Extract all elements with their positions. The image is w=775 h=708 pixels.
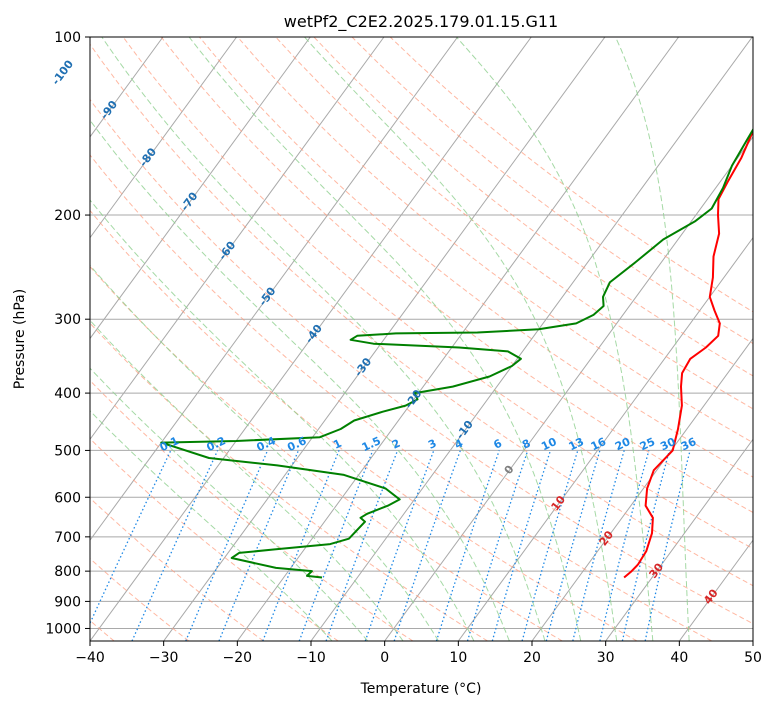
isotherm-line bbox=[752, 640, 753, 641]
moist-adiabat-line bbox=[615, 37, 690, 641]
dry-adiabat-line bbox=[122, 37, 753, 550]
mixing-ratio-line bbox=[131, 450, 219, 641]
dry-adiabat-line bbox=[199, 37, 753, 478]
dry-adiabat-line bbox=[351, 37, 753, 345]
moist-adiabat-line bbox=[90, 119, 510, 641]
y-tick-label: 900 bbox=[54, 594, 81, 610]
isotherm-line bbox=[457, 236, 753, 641]
isotherm-line bbox=[90, 37, 238, 239]
isotherm-line bbox=[90, 37, 385, 441]
isotherm-line bbox=[236, 37, 680, 641]
mixing-ratio-line bbox=[572, 450, 625, 641]
moist-adiabat-line bbox=[101, 37, 546, 641]
y-tick-label: 600 bbox=[54, 490, 81, 506]
mixing-ratio-line bbox=[435, 450, 500, 641]
y-axis: 100 200 300 400 500 600 700 800 900 1000 bbox=[45, 30, 90, 637]
x-tick-label: 50 bbox=[744, 650, 762, 666]
mixing-ratio-line bbox=[262, 450, 340, 641]
dry-adiabat-line bbox=[90, 154, 712, 641]
moist-adiabat-line bbox=[90, 367, 369, 641]
y-tick-label: 500 bbox=[54, 443, 81, 459]
y-tick-label: 800 bbox=[54, 564, 81, 580]
x-tick-label: −10 bbox=[296, 650, 326, 666]
dry-adiabat-line bbox=[90, 98, 753, 625]
x-tick-label: −30 bbox=[149, 650, 179, 666]
dry-adiabat-line bbox=[90, 265, 563, 641]
y-tick-label: 100 bbox=[54, 30, 81, 46]
mixing-ratio-label: 30 bbox=[658, 435, 678, 453]
x-tick-label: 0 bbox=[380, 650, 389, 666]
mixing-ratio-line bbox=[621, 450, 671, 641]
temperature-profile bbox=[623, 129, 753, 579]
plot-area bbox=[90, 37, 753, 641]
plot-frame bbox=[89, 36, 754, 642]
dry-adiabat-line bbox=[90, 379, 414, 641]
mixing-ratio-label: 10 bbox=[539, 435, 559, 453]
mixing-ratio-line bbox=[599, 450, 650, 641]
moist-adiabat-line bbox=[90, 199, 475, 641]
x-tick-label: 30 bbox=[597, 650, 615, 666]
y-tick-label: 400 bbox=[54, 386, 81, 402]
dewpoint-profile bbox=[160, 127, 753, 579]
isotherm-line bbox=[384, 136, 753, 641]
mixing-ratio-line bbox=[521, 450, 579, 641]
mixing-ratio-line bbox=[491, 450, 552, 641]
y-tick-label: 200 bbox=[54, 208, 81, 224]
mixing-ratio-label: 16 bbox=[589, 435, 609, 453]
mixing-ratio-label: 25 bbox=[638, 435, 657, 453]
moist-adiabat-line bbox=[90, 264, 439, 641]
x-tick-label: −20 bbox=[223, 650, 253, 666]
isotherm-line bbox=[163, 37, 606, 641]
isotherm-line bbox=[90, 37, 311, 340]
dry-adiabat-line bbox=[313, 37, 753, 377]
y-tick-label: 700 bbox=[54, 530, 81, 546]
dry-adiabat-line bbox=[90, 209, 638, 641]
x-tick-label: 10 bbox=[449, 650, 467, 666]
y-axis-label: Pressure (hPa) bbox=[12, 289, 28, 389]
x-tick-label: −40 bbox=[75, 650, 105, 666]
y-tick-label: 300 bbox=[54, 312, 81, 328]
mixing-ratio-line bbox=[185, 450, 269, 641]
mixing-ratio-line bbox=[393, 450, 462, 641]
isotherm-label: -100 bbox=[49, 57, 76, 87]
x-tick-label: 20 bbox=[523, 650, 541, 666]
isotherm-line bbox=[90, 37, 459, 542]
mixing-ratio-line bbox=[466, 450, 529, 641]
mixing-ratio-line bbox=[325, 450, 399, 641]
mixing-ratio-label: 36 bbox=[679, 435, 699, 453]
dry-adiabat-line bbox=[160, 37, 753, 514]
x-axis: −40 −30 −20 −10 0 10 20 30 40 50 bbox=[75, 641, 762, 666]
x-tick-label: 40 bbox=[670, 650, 688, 666]
dry-adiabat-line bbox=[90, 558, 190, 641]
moist-adiabat-line bbox=[90, 319, 404, 641]
mixing-ratio-label: 20 bbox=[613, 435, 633, 453]
isotherm-line bbox=[605, 438, 753, 641]
background-lines bbox=[90, 37, 753, 641]
moist-adiabat-line bbox=[456, 37, 654, 641]
mixing-ratio-line bbox=[298, 450, 374, 641]
dry-adiabat-line bbox=[275, 37, 753, 410]
mixing-ratio-line bbox=[364, 450, 435, 641]
profile-lines bbox=[160, 127, 753, 579]
moist-adiabat-line bbox=[90, 410, 333, 641]
y-tick-label: 1000 bbox=[45, 621, 81, 637]
chart-title: wetPf2_C2E2.2025.179.01.15.G11 bbox=[284, 12, 558, 32]
mixing-ratio-line bbox=[545, 450, 601, 641]
dry-adiabat-line bbox=[90, 43, 753, 587]
mixing-ratio-label: 13 bbox=[567, 435, 586, 453]
isotherm-line bbox=[90, 37, 532, 641]
x-axis-label: Temperature (°C) bbox=[360, 681, 482, 697]
isotherm-line bbox=[310, 37, 753, 641]
